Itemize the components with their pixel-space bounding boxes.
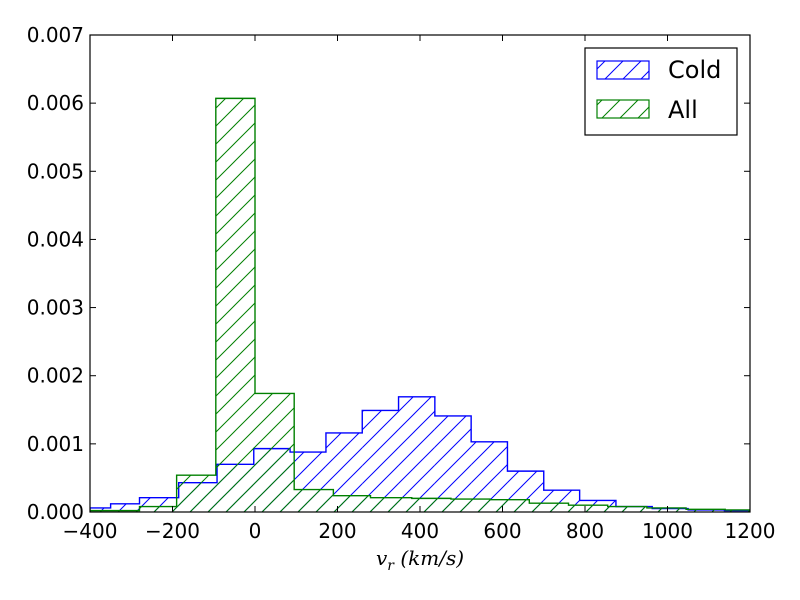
- x-tick-label: 0: [249, 519, 262, 543]
- bin-bar: [398, 396, 435, 512]
- bin-bar: [529, 503, 569, 512]
- legend-label-all: All: [668, 96, 698, 124]
- series-outline-all: [90, 97, 750, 512]
- bin-bar: [686, 509, 726, 512]
- y-tick-label: 0.000: [27, 500, 84, 524]
- x-tick-label: −200: [145, 519, 200, 543]
- axis-ticks: [89, 34, 751, 513]
- bin-bar: [411, 498, 451, 512]
- bin-bar: [646, 507, 687, 512]
- y-tick-label: 0.007: [27, 23, 84, 47]
- bin-bar: [215, 98, 255, 512]
- legend-swatch-all: [596, 99, 650, 119]
- bin-bar: [176, 475, 216, 512]
- y-tick-label: 0.002: [27, 364, 84, 388]
- bin-bar: [139, 506, 177, 512]
- series-layer: [90, 97, 750, 512]
- x-tick-label: 800: [566, 519, 604, 543]
- bin-bar: [255, 393, 295, 512]
- x-tick-label: 200: [318, 519, 356, 543]
- x-axis-label: vr (km/s): [376, 546, 464, 574]
- bin-bar: [370, 497, 412, 512]
- y-tick-label: 0.005: [27, 159, 84, 183]
- y-tick-label: 0.006: [27, 91, 84, 115]
- bin-bar: [450, 499, 491, 512]
- y-tick-label: 0.003: [27, 296, 84, 320]
- series-all: [90, 97, 750, 512]
- x-tick-label: 600: [483, 519, 521, 543]
- bin-bar: [333, 495, 371, 512]
- x-tick-label: −400: [63, 519, 118, 543]
- y-tick-label: 0.004: [27, 227, 84, 251]
- bin-bar: [110, 503, 140, 512]
- legend-label-cold: Cold: [668, 56, 721, 84]
- bin-bar: [434, 415, 472, 512]
- bin-bar: [725, 509, 750, 512]
- bin-bar: [568, 505, 608, 512]
- legend-swatch-cold: [596, 60, 650, 80]
- x-tick-label: 1200: [725, 519, 776, 543]
- y-tick-label: 0.001: [27, 432, 84, 456]
- bin-bar: [490, 499, 530, 512]
- bin-bar: [607, 506, 647, 512]
- bin-bar: [294, 489, 334, 512]
- axis-tick-labels: −400 −200 0 200 400 600 800 1000 1200 0.000 0.001 0…: [27, 23, 776, 543]
- x-tick-label: 1000: [642, 519, 693, 543]
- legend: Cold All: [584, 47, 738, 136]
- x-tick-label: 400: [401, 519, 439, 543]
